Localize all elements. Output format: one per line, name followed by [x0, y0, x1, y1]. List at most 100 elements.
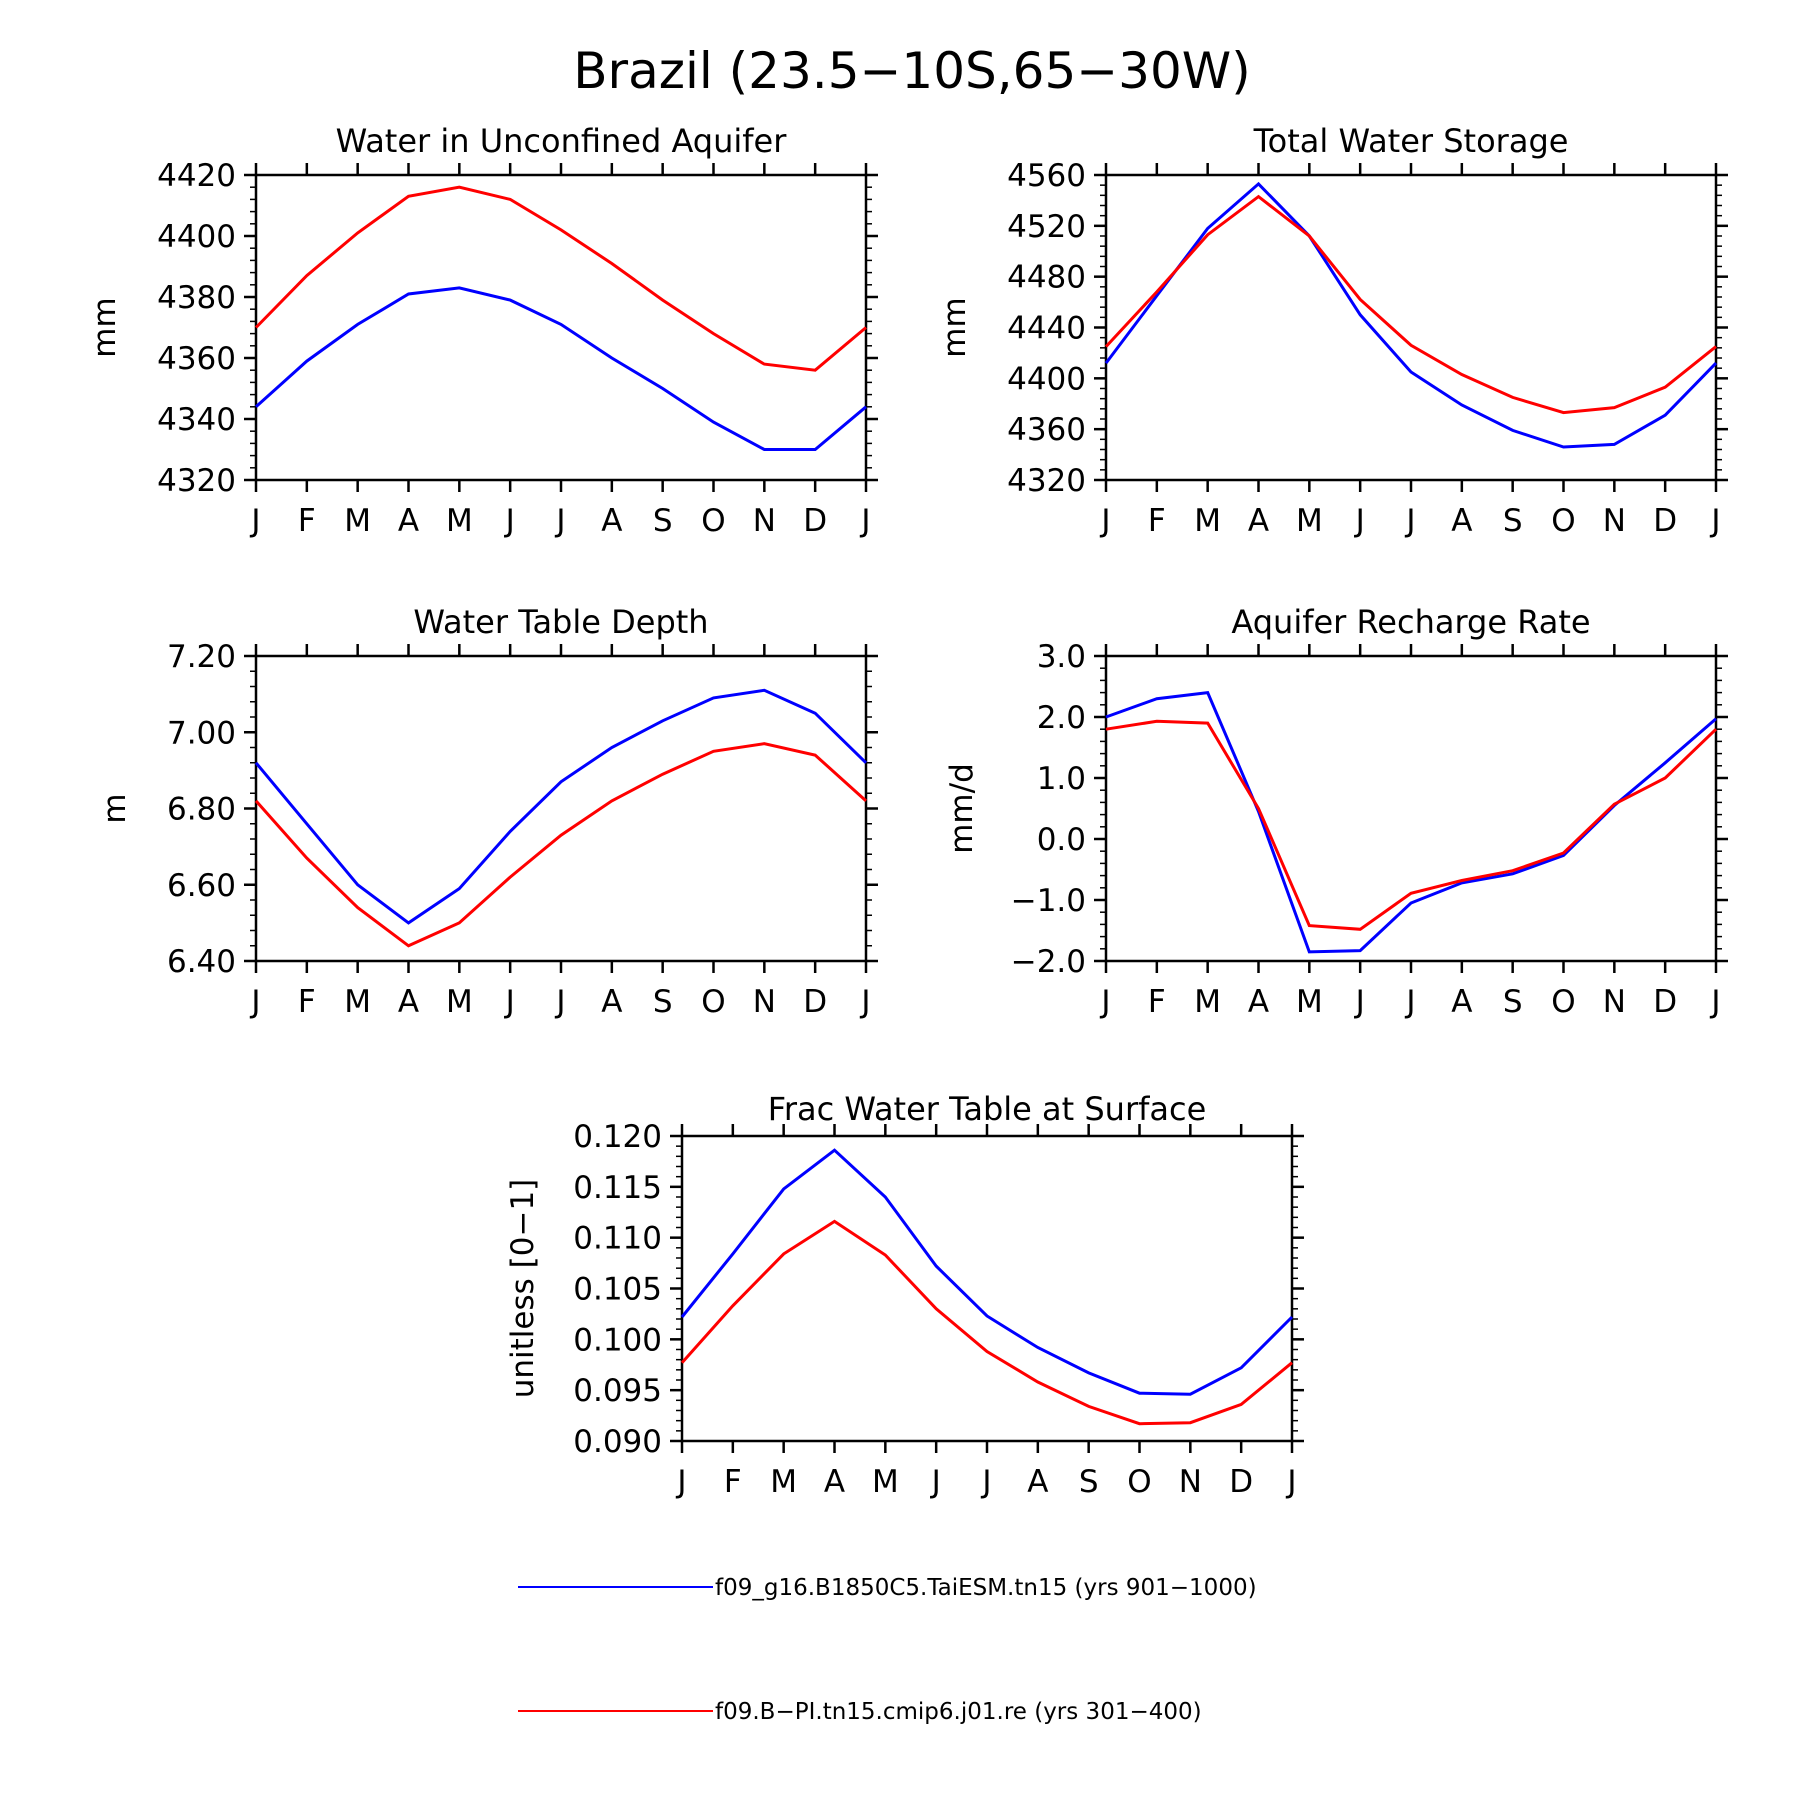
x-tick-label: N — [753, 503, 776, 539]
x-tick-label: A — [398, 984, 419, 1020]
y-tick-label: 6.40 — [167, 944, 236, 980]
y-tick-label: 0.110 — [573, 1221, 662, 1257]
figure-title: Brazil (23.5−10S,65−30W) — [573, 42, 1251, 100]
x-tick-label: F — [1148, 984, 1166, 1020]
y-tick-label: 7.00 — [167, 715, 236, 751]
y-tick-label: 4440 — [1007, 311, 1086, 347]
x-tick-label: A — [1248, 503, 1269, 539]
x-tick-label: J — [504, 503, 515, 539]
x-tick-label: J — [249, 984, 260, 1020]
x-tick-label: M — [446, 503, 473, 539]
x-tick-label: J — [675, 1464, 686, 1500]
y-tick-label: 0.100 — [573, 1322, 662, 1358]
x-tick-label: J — [1099, 984, 1110, 1020]
y-tick-label: 6.80 — [167, 792, 236, 828]
x-tick-label: A — [824, 1464, 845, 1500]
x-tick-label: M — [1194, 984, 1221, 1020]
panel-total-water-storage: Total Water Storage mm J F M A M J J A S O N D J4320… — [937, 122, 1728, 539]
y-axis-label: unitless [0−1] — [505, 1179, 541, 1399]
x-tick-label: M — [1194, 503, 1221, 539]
legend-item: f09_g16.B1850C5.TaiESM.tn15 (yrs 901−100… — [518, 1575, 1257, 1601]
x-tick-label: J — [1354, 984, 1365, 1020]
y-tick-label: 4400 — [157, 219, 236, 255]
legend: f09_g16.B1850C5.TaiESM.tn15 (yrs 901−100… — [518, 1575, 1257, 1725]
x-tick-label: J — [1404, 984, 1415, 1020]
series-line-red — [680, 1219, 1293, 1426]
x-tick-label: S — [653, 984, 673, 1020]
x-tick-label: M — [1296, 503, 1323, 539]
y-axis-label: m — [97, 793, 133, 823]
x-tick-label: D — [803, 503, 827, 539]
series-line-red — [254, 742, 868, 948]
x-tick-label: O — [1551, 984, 1575, 1020]
x-tick-label: S — [1503, 503, 1523, 539]
x-tick-label: N — [1603, 984, 1626, 1020]
x-tick-label: O — [701, 984, 725, 1020]
y-tick-label: 7.20 — [167, 639, 236, 675]
plot-frame — [1104, 173, 1718, 482]
x-tick-label: A — [601, 984, 622, 1020]
x-tick-label: M — [446, 984, 473, 1020]
x-tick-label: J — [1709, 984, 1720, 1020]
x-tick-label: J — [1404, 503, 1415, 539]
y-tick-label: 4520 — [1007, 209, 1086, 245]
y-tick-label: 0.105 — [573, 1272, 662, 1308]
plot-frame — [680, 1134, 1294, 1443]
panel-title: Aquifer Recharge Rate — [1231, 603, 1590, 641]
x-tick-label: J — [1285, 1464, 1296, 1500]
panel-title: Frac Water Table at Surface — [768, 1090, 1207, 1128]
plot-frame — [254, 654, 868, 963]
x-tick-label: J — [980, 1464, 991, 1500]
x-tick-label: D — [1653, 984, 1677, 1020]
series-line-blue — [254, 688, 868, 925]
y-tick-label: 4400 — [1007, 361, 1086, 397]
y-tick-label: 4420 — [157, 158, 236, 194]
x-tick-label: J — [859, 984, 870, 1020]
x-tick-label: N — [753, 984, 776, 1020]
y-tick-label: 4360 — [1007, 412, 1086, 448]
legend-item: f09.B−PI.tn15.cmip6.j01.re (yrs 301−400) — [518, 1699, 1202, 1725]
x-tick-label: J — [249, 503, 260, 539]
plot-frame — [1104, 654, 1718, 963]
x-tick-label: F — [298, 984, 316, 1020]
x-tick-label: O — [701, 503, 725, 539]
series-line-red — [1105, 719, 1718, 931]
x-tick-label: A — [1451, 984, 1472, 1020]
x-tick-label: M — [770, 1464, 797, 1500]
y-tick-label: 6.60 — [167, 868, 236, 904]
y-tick-label: 4360 — [157, 341, 236, 377]
x-tick-label: M — [344, 503, 371, 539]
series-line-blue — [1104, 181, 1718, 449]
x-tick-label: M — [344, 984, 371, 1020]
x-tick-label: J — [930, 1464, 941, 1500]
y-tick-label: −1.0 — [1011, 883, 1086, 919]
x-tick-label: D — [1229, 1464, 1253, 1500]
x-tick-label: M — [1296, 984, 1323, 1020]
y-tick-label: 4380 — [157, 280, 236, 316]
series-line-blue — [1105, 690, 1717, 954]
x-tick-label: N — [1603, 503, 1626, 539]
y-tick-label: 0.0 — [1037, 822, 1086, 858]
x-tick-label: O — [1551, 503, 1575, 539]
x-tick-label: S — [1503, 984, 1523, 1020]
legend-label: f09_g16.B1850C5.TaiESM.tn15 (yrs 901−100… — [715, 1575, 1257, 1601]
panel-title: Total Water Storage — [1253, 122, 1569, 160]
y-tick-label: 0.120 — [573, 1119, 662, 1155]
y-axis-label: mm/d — [944, 763, 980, 854]
y-tick-label: 1.0 — [1037, 761, 1086, 797]
y-tick-label: 4320 — [157, 463, 236, 499]
panel-title: Water in Unconfined Aquifer — [336, 122, 788, 160]
series-line-blue — [254, 286, 867, 451]
x-tick-label: N — [1179, 1464, 1202, 1500]
y-tick-label: −2.0 — [1011, 944, 1086, 980]
x-tick-label: F — [724, 1464, 742, 1500]
y-tick-label: 4480 — [1007, 260, 1086, 296]
x-tick-label: F — [298, 503, 316, 539]
panel-water-table-depth: Water Table Depth m J F M A M J J A S O N D J6.406.6… — [97, 603, 878, 1020]
y-tick-label: 0.115 — [573, 1170, 662, 1206]
x-tick-label: D — [1653, 503, 1677, 539]
x-tick-label: F — [1148, 503, 1166, 539]
